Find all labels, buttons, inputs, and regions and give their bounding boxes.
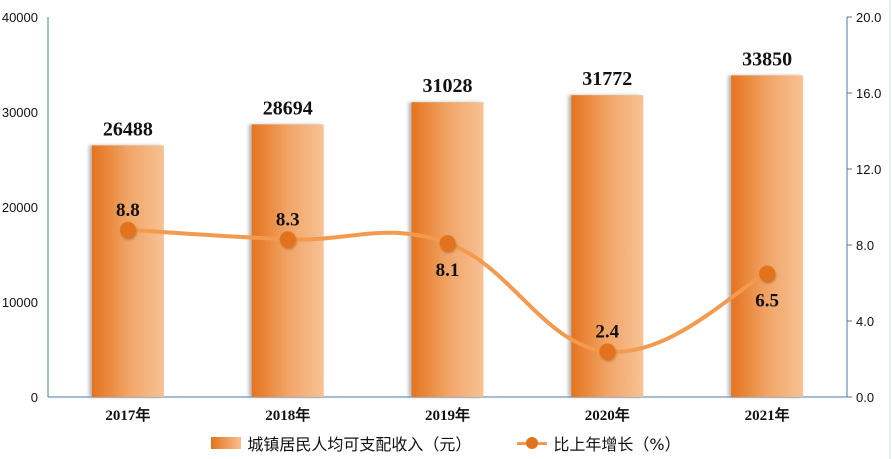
line-marker[interactable] xyxy=(599,343,616,360)
right-tick-label: 4.0 xyxy=(856,314,874,329)
category-label: 2017年 xyxy=(105,406,150,424)
right-tick-label: 16.0 xyxy=(856,86,881,101)
line-value-label: 2.4 xyxy=(595,321,619,342)
legend-label-growth: 比上年增长（%） xyxy=(553,435,681,454)
legend: 城镇居民人均可支配收入（元） 比上年增长（%） xyxy=(0,431,892,455)
left-tick-label: 10000 xyxy=(2,295,38,310)
line-value-label: 8.8 xyxy=(116,200,140,221)
legend-item-income[interactable]: 城镇居民人均可支配收入（元） xyxy=(211,431,471,455)
bar-value-label: 26488 xyxy=(103,118,153,140)
line-marker[interactable] xyxy=(439,235,456,252)
line-value-label: 8.1 xyxy=(436,260,460,281)
bar-value-label: 28694 xyxy=(263,97,313,119)
bar-swatch-icon xyxy=(211,437,242,449)
right-tick-label: 8.0 xyxy=(856,238,874,253)
bar-value-label: 33850 xyxy=(742,48,792,70)
bar-value-label: 31772 xyxy=(582,68,632,90)
axes: 0 10000 20000 30000 40000 0.0 4.0 8.0 12.0 16.0 20… xyxy=(2,10,881,424)
left-tick-label: 0 xyxy=(31,390,38,405)
line-marker[interactable] xyxy=(119,221,136,238)
category-label: 2018年 xyxy=(265,406,310,424)
bar[interactable] xyxy=(91,145,164,397)
bar-value-label: 31028 xyxy=(423,75,473,97)
left-tick-label: 40000 xyxy=(2,10,38,25)
left-tick-label: 30000 xyxy=(2,105,38,120)
left-tick-label: 20000 xyxy=(2,200,38,215)
right-tick-label: 12.0 xyxy=(856,162,881,177)
right-tick-label: 0.0 xyxy=(856,390,874,405)
line-marker-icon xyxy=(517,437,548,449)
data-labels: 26488 28694 31028 31772 33850 8.8 8.3 8.1 2.4 6.5 xyxy=(103,48,792,342)
line-value-label: 8.3 xyxy=(276,209,300,230)
category-label: 2020年 xyxy=(585,406,630,424)
right-tick-label: 20.0 xyxy=(856,10,881,25)
legend-item-growth[interactable]: 比上年增长（%） xyxy=(517,431,681,455)
legend-label-income: 城镇居民人均可支配收入（元） xyxy=(247,435,472,454)
line-series xyxy=(119,221,776,360)
bar-series xyxy=(91,75,804,398)
bar[interactable] xyxy=(731,75,804,398)
line-marker[interactable] xyxy=(759,265,776,282)
category-label: 2021年 xyxy=(745,406,790,424)
line-marker[interactable] xyxy=(279,231,296,248)
category-label: 2019年 xyxy=(425,406,470,424)
line-value-label: 6.5 xyxy=(755,291,779,312)
bar[interactable] xyxy=(251,124,324,398)
